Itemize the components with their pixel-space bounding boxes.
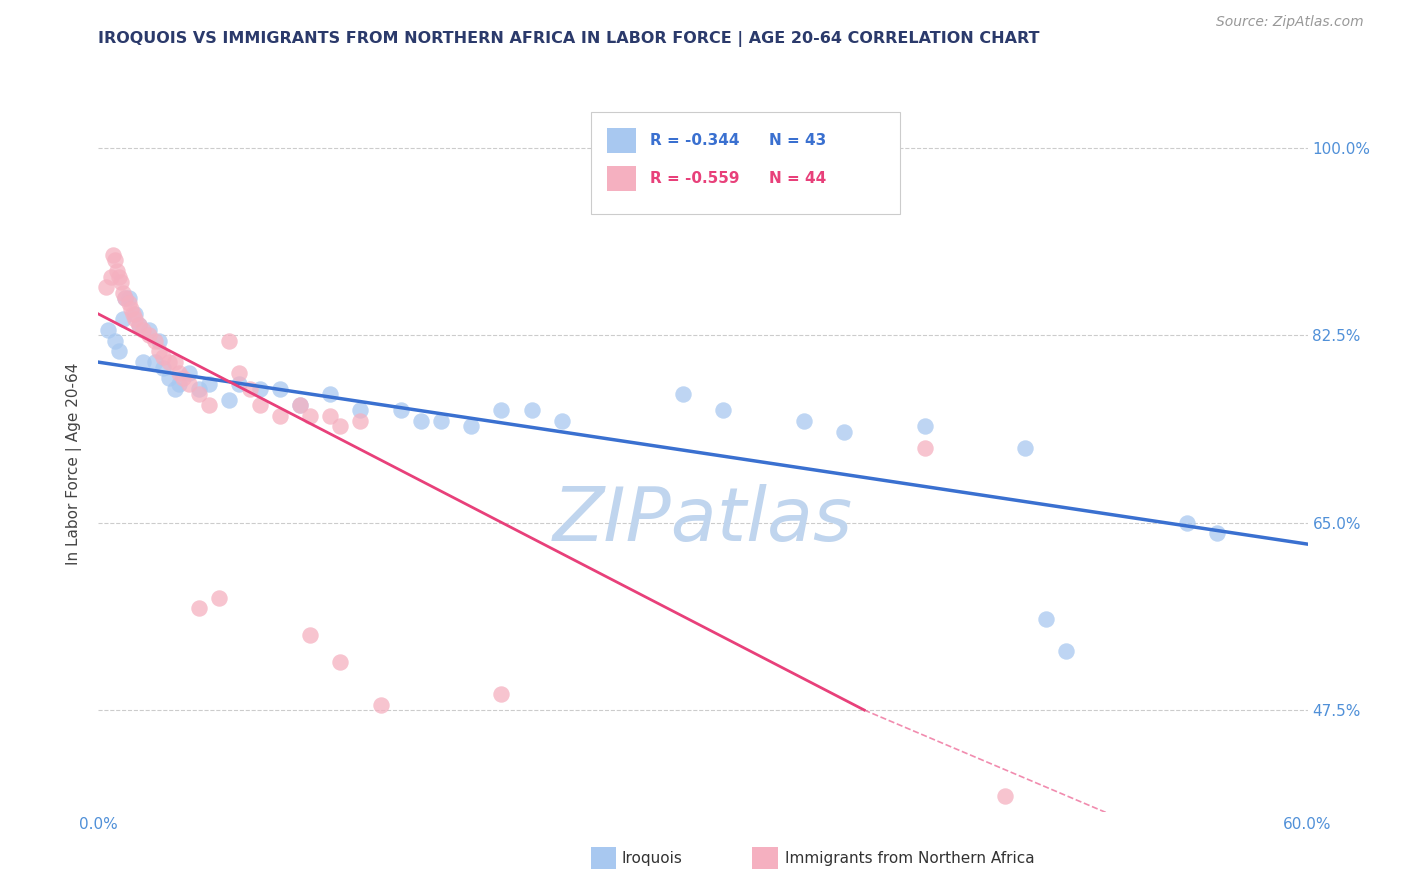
Point: [121, 307, 143, 321]
Point: [218, 334, 240, 348]
Text: N = 43: N = 43: [769, 133, 827, 147]
Point: [163, 355, 186, 369]
Point: [1054, 644, 1077, 658]
Point: [994, 789, 1017, 803]
Text: R = -0.559: R = -0.559: [650, 171, 740, 186]
Point: [188, 387, 211, 401]
Point: [143, 334, 166, 348]
Point: [128, 318, 150, 332]
Point: [118, 291, 141, 305]
Point: [114, 291, 136, 305]
Point: [914, 419, 936, 434]
Point: [101, 248, 124, 262]
Point: [430, 414, 453, 428]
Point: [793, 414, 815, 428]
Point: [239, 382, 262, 396]
Point: [299, 409, 322, 423]
Point: [120, 301, 142, 316]
Point: [132, 355, 155, 369]
Point: [832, 425, 855, 439]
Point: [110, 275, 132, 289]
Text: Source: ZipAtlas.com: Source: ZipAtlas.com: [1216, 15, 1364, 29]
Point: [288, 398, 311, 412]
Point: [329, 419, 352, 434]
Point: [520, 403, 543, 417]
Point: [152, 360, 174, 375]
Point: [132, 323, 155, 337]
Point: [152, 350, 174, 364]
Point: [148, 344, 170, 359]
Point: [124, 307, 146, 321]
Point: [97, 323, 120, 337]
Point: [138, 323, 160, 337]
Text: Immigrants from Northern Africa: Immigrants from Northern Africa: [785, 851, 1035, 865]
Point: [409, 414, 432, 428]
Point: [249, 398, 271, 412]
Point: [114, 291, 136, 305]
Point: [1206, 526, 1229, 541]
Point: [299, 628, 322, 642]
Point: [1175, 516, 1198, 530]
Point: [551, 414, 574, 428]
Text: N = 44: N = 44: [769, 171, 827, 186]
Point: [349, 403, 371, 417]
Point: [319, 409, 342, 423]
Y-axis label: In Labor Force | Age 20-64: In Labor Force | Age 20-64: [66, 363, 83, 565]
Text: Iroquois: Iroquois: [621, 851, 682, 865]
Point: [269, 382, 291, 396]
Point: [163, 382, 186, 396]
Point: [228, 366, 250, 380]
Point: [711, 403, 734, 417]
Point: [349, 414, 371, 428]
Point: [672, 387, 695, 401]
Point: [460, 419, 482, 434]
Point: [491, 403, 513, 417]
Point: [329, 655, 352, 669]
Point: [148, 334, 170, 348]
Point: [188, 601, 211, 615]
Point: [167, 366, 190, 380]
Point: [269, 409, 291, 423]
Point: [128, 318, 150, 332]
Point: [103, 334, 125, 348]
Point: [188, 382, 211, 396]
Point: [105, 264, 128, 278]
Point: [370, 698, 392, 712]
Text: ZIPatlas: ZIPatlas: [553, 483, 853, 556]
Point: [179, 366, 201, 380]
Point: [111, 285, 134, 300]
Point: [228, 376, 250, 391]
Point: [491, 687, 513, 701]
Point: [157, 371, 180, 385]
Text: IROQUOIS VS IMMIGRANTS FROM NORTHERN AFRICA IN LABOR FORCE | AGE 20-64 CORRELATI: IROQUOIS VS IMMIGRANTS FROM NORTHERN AFR…: [98, 31, 1040, 47]
Point: [138, 328, 160, 343]
Point: [100, 269, 122, 284]
Point: [1035, 612, 1057, 626]
Point: [208, 591, 231, 605]
Point: [1014, 441, 1036, 455]
Point: [118, 296, 141, 310]
Point: [111, 312, 134, 326]
Point: [198, 398, 221, 412]
Point: [103, 253, 125, 268]
Point: [249, 382, 271, 396]
Point: [124, 312, 146, 326]
Point: [218, 392, 240, 407]
Point: [389, 403, 412, 417]
Point: [143, 355, 166, 369]
Point: [179, 376, 201, 391]
Point: [198, 376, 221, 391]
Point: [107, 344, 129, 359]
Point: [157, 355, 180, 369]
Point: [96, 280, 118, 294]
Point: [172, 371, 194, 385]
Point: [107, 269, 129, 284]
Point: [167, 376, 190, 391]
Point: [288, 398, 311, 412]
Point: [914, 441, 936, 455]
Point: [319, 387, 342, 401]
Text: R = -0.344: R = -0.344: [650, 133, 740, 147]
